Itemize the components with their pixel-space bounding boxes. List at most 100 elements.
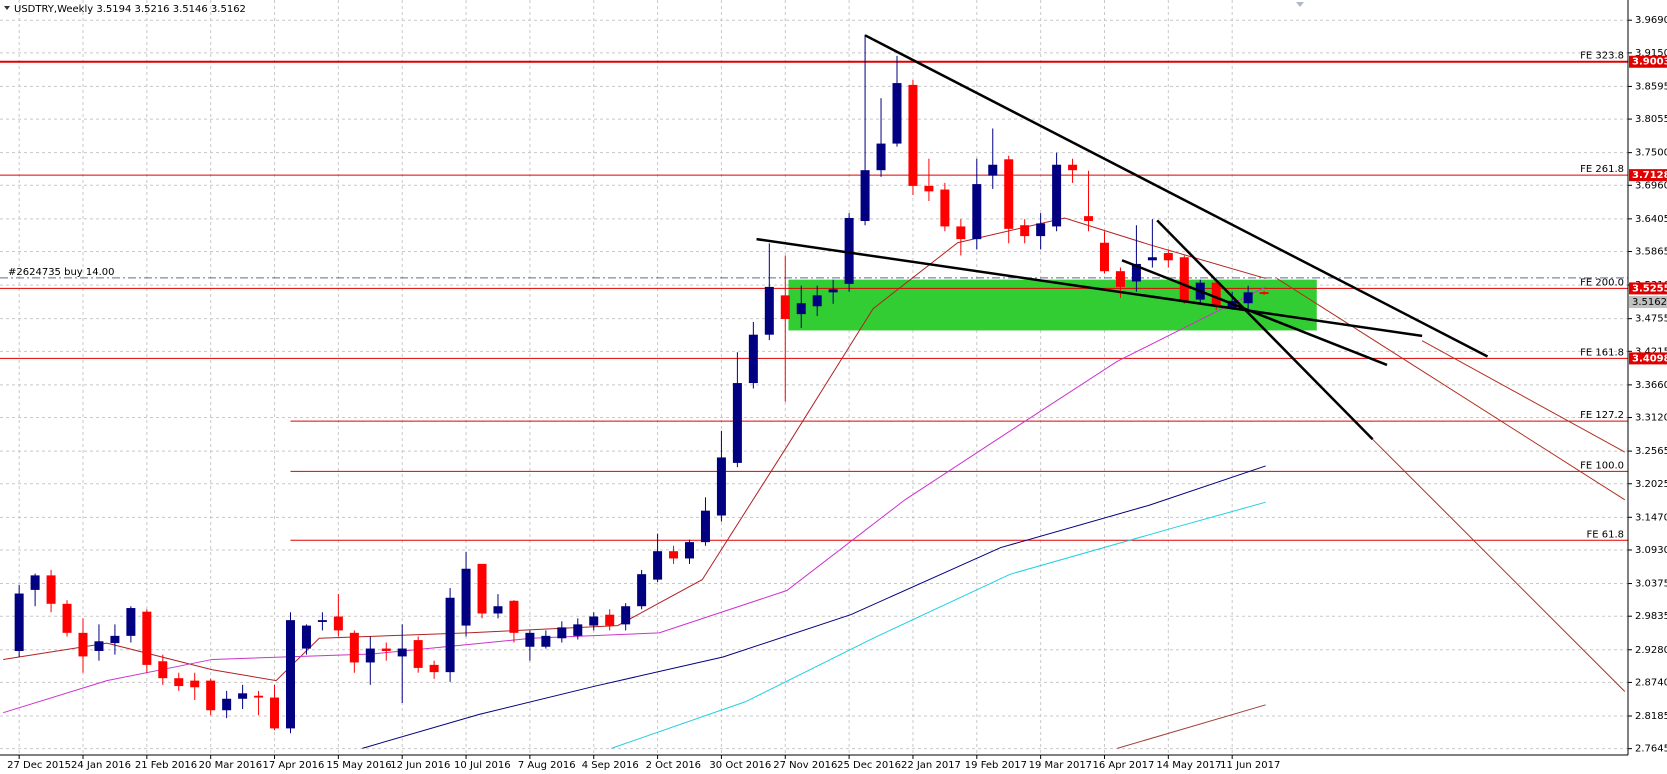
fibo-label: FE 200.0	[1580, 277, 1624, 288]
candle-body	[988, 164, 998, 176]
x-tick-label: 16 Apr 2017	[1092, 760, 1154, 771]
x-tick-label: 11 Jun 2017	[1220, 760, 1280, 771]
candle-body	[142, 611, 152, 665]
candle-body	[780, 295, 790, 319]
candle-body	[14, 593, 24, 651]
candle-body	[429, 664, 439, 673]
candle-body	[1115, 271, 1125, 287]
candle-body	[397, 648, 407, 657]
candle-body	[270, 697, 280, 729]
menu-arrow[interactable]	[4, 6, 10, 10]
candle-body	[1004, 159, 1014, 229]
trendline	[1121, 259, 1388, 367]
indicator-line	[611, 501, 1266, 749]
y-tick-label: 2.8185	[1635, 711, 1667, 722]
indicator-line	[3, 217, 1266, 682]
candle-body	[509, 600, 519, 633]
x-tick-label: 7 Aug 2016	[518, 760, 576, 771]
candle-body	[190, 680, 200, 688]
candle-body	[1084, 216, 1094, 221]
candle-body	[525, 632, 535, 647]
fibo-label: FE 323.8	[1580, 51, 1624, 62]
price-box	[1629, 282, 1667, 295]
candle-body	[748, 334, 758, 384]
y-tick-label: 3.6960	[1635, 180, 1667, 191]
candle-body	[285, 620, 295, 729]
candle-body	[908, 84, 918, 186]
x-tick-label: 19 Feb 2017	[965, 760, 1027, 771]
x-tick-label: 4 Sep 2016	[582, 760, 639, 771]
candle-body	[493, 606, 503, 614]
x-tick-label: 25 Dec 2016	[837, 760, 901, 771]
candle-body	[828, 289, 838, 293]
candle-body	[301, 625, 311, 649]
candle-body	[78, 632, 88, 657]
candle-body	[254, 695, 264, 698]
candle-body	[557, 627, 567, 639]
y-tick-label: 3.0375	[1635, 579, 1667, 590]
candle-body	[222, 698, 232, 711]
candle-body	[605, 614, 615, 626]
candle-body	[238, 693, 248, 699]
indicator-line	[1372, 438, 1626, 692]
candle-body	[1179, 257, 1189, 301]
x-tick-label: 14 May 2017	[1156, 760, 1221, 771]
candle-body	[1211, 282, 1221, 306]
candle-body	[174, 678, 184, 687]
candle-body	[1131, 263, 1141, 282]
fibo-label: FE 61.8	[1586, 529, 1624, 540]
candle-body	[892, 83, 902, 144]
candle-body	[1243, 292, 1253, 304]
y-tick-label: 2.9280	[1635, 645, 1667, 656]
y-tick-label: 2.9835	[1635, 611, 1667, 622]
main-layer	[14, 34, 1269, 734]
candle-body	[972, 184, 982, 240]
back-layer: FE 323.8 FE 261.8 FE 200.0 FE 161.8 FE 127.2…	[0, 51, 1628, 749]
x-tick-label: 30 Oct 2016	[709, 760, 771, 771]
candle-body	[1259, 292, 1269, 295]
candle-body	[349, 632, 359, 663]
x-tick-label: 10 Jul 2016	[454, 760, 511, 771]
current-price-label: 3.5162	[1632, 297, 1667, 308]
candle-body	[700, 510, 710, 543]
price-box	[1629, 352, 1667, 365]
candle-body	[573, 624, 583, 636]
candle-body	[621, 606, 631, 625]
x-tick-label: 20 Mar 2016	[199, 760, 262, 771]
candle-body	[413, 640, 423, 668]
x-tick-label: 22 Jan 2017	[901, 760, 961, 771]
x-tick-label: 2 Oct 2016	[646, 760, 701, 771]
candle-body	[956, 226, 966, 240]
candle-body	[653, 551, 663, 580]
candle-body	[669, 551, 679, 559]
fibo-label: FE 161.8	[1580, 347, 1624, 358]
chart-title: USDTRY,Weekly	[14, 4, 93, 15]
candle-body	[46, 575, 56, 604]
y-tick-label: 2.7645	[1635, 744, 1667, 755]
candle-body	[206, 680, 216, 711]
trendline	[864, 34, 1489, 358]
candle-body	[924, 185, 934, 192]
y-tick-label: 3.3120	[1635, 413, 1667, 424]
x-tick-label: 19 Mar 2017	[1029, 760, 1092, 771]
x-tick-label: 27 Nov 2016	[773, 760, 837, 771]
candle-body	[685, 542, 695, 559]
candle-body	[1163, 253, 1173, 261]
candle-body	[110, 635, 120, 644]
candle-body	[1099, 242, 1109, 272]
candle-body	[381, 648, 391, 651]
header-low: 3.5146	[173, 4, 208, 15]
indicator-line	[3, 286, 1266, 714]
x-tick-label: 24 Jan 2016	[71, 760, 131, 771]
price-box-label: 3.5255	[1632, 283, 1667, 294]
candle-body	[732, 383, 742, 463]
candle-body	[62, 603, 72, 633]
indicator-line	[1276, 278, 1626, 501]
y-tick-label: 3.5865	[1635, 247, 1667, 258]
x-tick-label: 21 Feb 2016	[135, 760, 197, 771]
candle-body	[445, 597, 455, 673]
header-high: 3.5216	[135, 4, 170, 15]
candle-body	[1147, 257, 1157, 261]
